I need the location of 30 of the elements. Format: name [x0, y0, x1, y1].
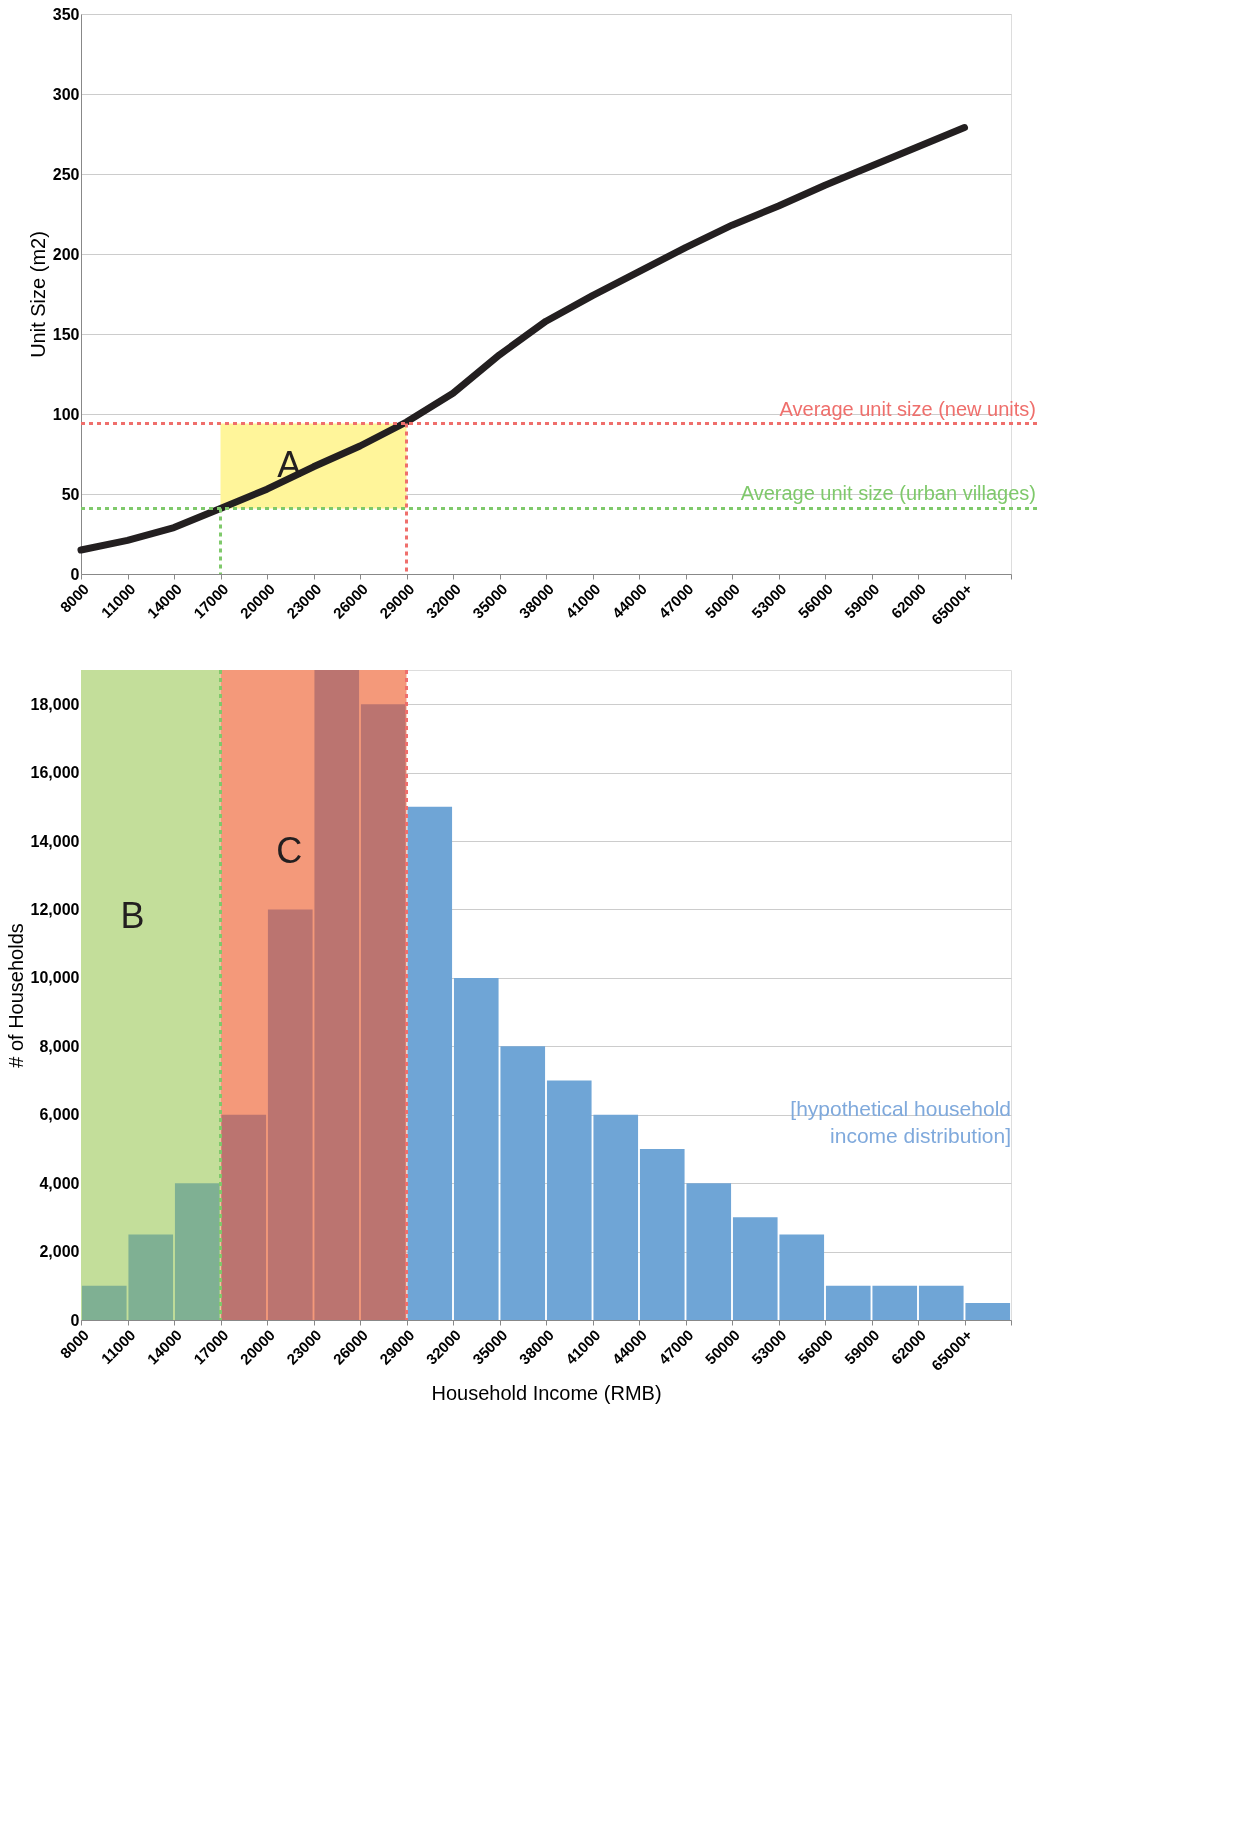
y-tick-label: 18,000 [30, 695, 80, 713]
y-axis-title: # of Households [4, 923, 27, 1068]
y-tick-label: 16,000 [30, 764, 80, 782]
y-axis-title: Unit Size (m2) [26, 231, 49, 358]
y-tick-label: 0 [70, 565, 80, 583]
bar [360, 704, 406, 1320]
y-tick-label: 250 [52, 165, 80, 183]
y-tick-label: 200 [52, 245, 80, 263]
band-label: C [276, 830, 303, 871]
y-tick-label: 14,000 [30, 832, 80, 850]
band-label: B [120, 895, 145, 936]
bar [221, 1114, 267, 1320]
y-tick-label: 100 [52, 405, 80, 423]
y-tick-label: 6,000 [39, 1106, 80, 1124]
bar [174, 1183, 220, 1320]
y-tick-label: 300 [52, 85, 80, 103]
y-tick-label: 8,000 [39, 1037, 80, 1055]
x-axis-title: Household Income (RMB) [431, 1381, 662, 1404]
y-tick-label: 10,000 [30, 969, 80, 987]
y-tick-label: 0 [70, 1311, 80, 1329]
bar [407, 806, 453, 1320]
annotation: [hypothetical household income distribution] [790, 1097, 1011, 1147]
y-tick-label: 50 [61, 485, 80, 503]
y-tick-label: 150 [52, 325, 80, 343]
y-tick-label: 2,000 [39, 1243, 80, 1261]
ref-line-label: Average unit size (urban villages) [740, 482, 1036, 505]
y-tick-label: 4,000 [39, 1174, 80, 1192]
ref-line-label: Average unit size (new units) [779, 397, 1036, 420]
y-tick-label: 350 [52, 5, 80, 23]
y-tick-label: 12,000 [30, 900, 80, 918]
